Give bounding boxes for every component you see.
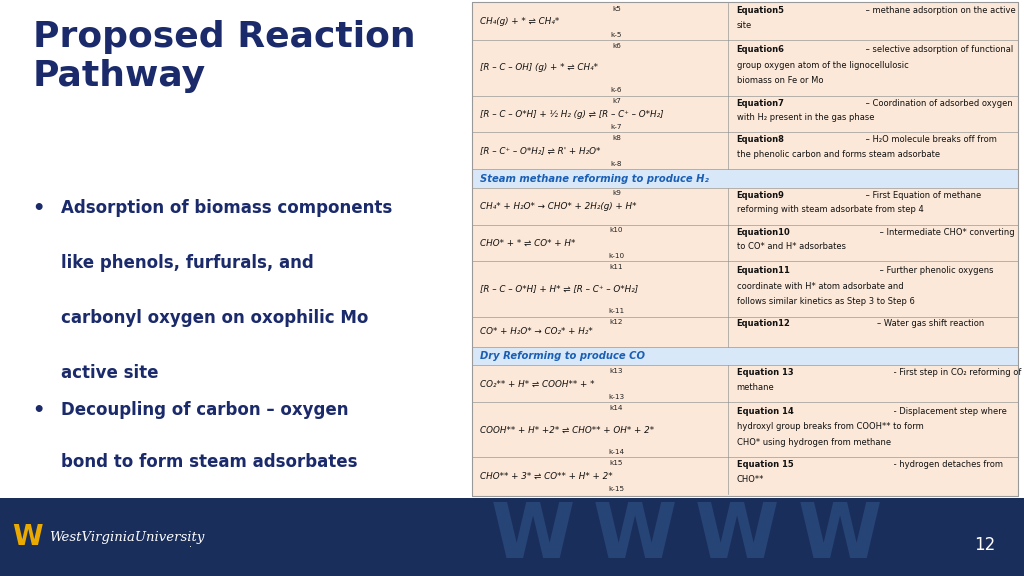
Text: •: • [33, 401, 45, 420]
Text: W: W [695, 500, 779, 574]
Text: [R – C⁺ – O*H₂] ⇌ R' + H₂O*: [R – C⁺ – O*H₂] ⇌ R' + H₂O* [480, 146, 600, 156]
Text: [R – C – OH] (g) + * ⇌ CH₄*: [R – C – OH] (g) + * ⇌ CH₄* [480, 63, 598, 73]
Text: - First step in CO₂ reforming of: - First step in CO₂ reforming of [891, 368, 1022, 377]
Text: Dry Reforming to produce CO: Dry Reforming to produce CO [480, 351, 645, 361]
Text: – Intermediate CHO* converting: – Intermediate CHO* converting [878, 228, 1015, 237]
Text: – Coordination of adsorbed oxygen: – Coordination of adsorbed oxygen [863, 98, 1013, 108]
Text: the phenolic carbon and forms steam adsorbate: the phenolic carbon and forms steam adso… [736, 150, 940, 159]
Text: COOH** + H* +2* ⇌ CHO** + OH* + 2*: COOH** + H* +2* ⇌ CHO** + OH* + 2* [480, 425, 654, 434]
Text: k-10: k-10 [608, 253, 625, 259]
Text: k-11: k-11 [608, 308, 625, 314]
Text: Equation10: Equation10 [736, 228, 791, 237]
Text: – Further phenolic oxygens: – Further phenolic oxygens [878, 266, 993, 275]
Text: W: W [12, 523, 43, 551]
Text: W: W [490, 500, 574, 574]
Text: k-15: k-15 [608, 486, 625, 492]
Text: group oxygen atom of the lignocellulosic: group oxygen atom of the lignocellulosic [736, 60, 908, 70]
Text: Equation 14: Equation 14 [736, 407, 794, 415]
Text: k10: k10 [610, 227, 624, 233]
Text: CO₂** + H* ⇌ COOH** + *: CO₂** + H* ⇌ COOH** + * [480, 379, 594, 388]
Text: - Displacement step where: - Displacement step where [891, 407, 1008, 415]
Text: W: W [593, 500, 677, 574]
Text: reforming with steam adsorbate from step 4: reforming with steam adsorbate from step… [736, 206, 924, 214]
Text: k6: k6 [612, 43, 621, 49]
Text: coordinate with H* atom adsorbate and: coordinate with H* atom adsorbate and [736, 282, 903, 291]
Text: Equation6: Equation6 [736, 45, 784, 54]
Text: active site: active site [60, 363, 158, 382]
Text: [R – C – O*H] + ½ H₂ (g) ⇌ [R – C⁺ – O*H₂]: [R – C – O*H] + ½ H₂ (g) ⇌ [R – C⁺ – O*H… [480, 109, 664, 119]
Text: k8: k8 [612, 135, 621, 141]
Text: k9: k9 [612, 190, 621, 196]
Text: – Water gas shift reaction: – Water gas shift reaction [878, 319, 984, 328]
Text: – methane adsorption on the active: – methane adsorption on the active [863, 6, 1016, 16]
Text: hydroxyl group breaks from COOH** to form: hydroxyl group breaks from COOH** to for… [736, 422, 924, 431]
Text: Equation9: Equation9 [736, 191, 784, 200]
Text: WestVirginiaUniversity: WestVirginiaUniversity [49, 530, 205, 544]
Text: carbonyl oxygen on oxophilic Mo: carbonyl oxygen on oxophilic Mo [60, 309, 368, 327]
Text: biomass on Fe or Mo: biomass on Fe or Mo [736, 77, 823, 85]
Text: k-6: k-6 [611, 87, 623, 93]
Text: methane: methane [736, 383, 774, 392]
Text: k5: k5 [612, 6, 621, 12]
Text: Equation 15: Equation 15 [736, 460, 794, 469]
Text: k15: k15 [610, 460, 624, 466]
Text: Decoupling of carbon – oxygen: Decoupling of carbon – oxygen [60, 401, 348, 419]
Text: site: site [736, 21, 752, 30]
Text: Equation11: Equation11 [736, 266, 791, 275]
Text: – H₂O molecule breaks off from: – H₂O molecule breaks off from [863, 135, 997, 145]
Text: .: . [189, 539, 193, 549]
Text: Steam methane reforming to produce H₂: Steam methane reforming to produce H₂ [480, 173, 709, 184]
Text: CO* + H₂O* → CO₂* + H₂*: CO* + H₂O* → CO₂* + H₂* [480, 327, 593, 336]
Text: k11: k11 [610, 264, 624, 270]
Text: [R – C – O*H] + H* ⇌ [R – C⁺ – O*H₂]: [R – C – O*H] + H* ⇌ [R – C⁺ – O*H₂] [480, 285, 638, 294]
Text: – First Equation of methane: – First Equation of methane [863, 191, 981, 200]
Text: CHO**: CHO** [736, 475, 764, 484]
Text: CHO** + 3* ⇌ CO** + H* + 2*: CHO** + 3* ⇌ CO** + H* + 2* [480, 471, 612, 480]
Text: Proposed Reaction
Pathway: Proposed Reaction Pathway [33, 20, 416, 93]
Text: bond to form steam adsorbates: bond to form steam adsorbates [60, 453, 357, 471]
Text: k-14: k-14 [608, 449, 625, 455]
Text: •: • [33, 199, 45, 218]
Text: Adsorption of biomass components: Adsorption of biomass components [60, 199, 392, 217]
Text: Equation8: Equation8 [736, 135, 784, 145]
Text: like phenols, furfurals, and: like phenols, furfurals, and [60, 254, 313, 272]
Text: – selective adsorption of functional: – selective adsorption of functional [863, 45, 1014, 54]
Text: Equation7: Equation7 [736, 98, 784, 108]
Text: follows similar kinetics as Step 3 to Step 6: follows similar kinetics as Step 3 to St… [736, 297, 914, 306]
Text: k-7: k-7 [611, 124, 623, 130]
Bar [471, 347, 1019, 365]
Text: k12: k12 [610, 319, 624, 325]
Text: CH₄(g) + * ⇌ CH₄*: CH₄(g) + * ⇌ CH₄* [480, 17, 559, 26]
Text: k14: k14 [610, 404, 624, 411]
Text: CHO* using hydrogen from methane: CHO* using hydrogen from methane [736, 438, 891, 447]
Text: k-8: k-8 [611, 161, 623, 167]
Text: CH₄* + H₂O* → CHO* + 2H₂(g) + H*: CH₄* + H₂O* → CHO* + 2H₂(g) + H* [480, 202, 636, 211]
Text: k7: k7 [612, 98, 621, 104]
Text: Equation12: Equation12 [736, 319, 791, 328]
Text: CHO* + * ⇌ CO* + H*: CHO* + * ⇌ CO* + H* [480, 238, 575, 248]
Text: 12: 12 [974, 536, 995, 554]
Text: - hydrogen detaches from: - hydrogen detaches from [891, 460, 1004, 469]
Text: with H₂ present in the gas phase: with H₂ present in the gas phase [736, 113, 874, 122]
Text: to CO* and H* adsorbates: to CO* and H* adsorbates [736, 242, 846, 251]
Text: k-5: k-5 [611, 32, 623, 38]
Text: Equation5: Equation5 [736, 6, 784, 16]
Text: k-13: k-13 [608, 393, 625, 400]
Text: Equation 13: Equation 13 [736, 368, 794, 377]
Bar [471, 169, 1019, 188]
Text: k13: k13 [610, 367, 624, 374]
Text: W: W [798, 500, 882, 574]
